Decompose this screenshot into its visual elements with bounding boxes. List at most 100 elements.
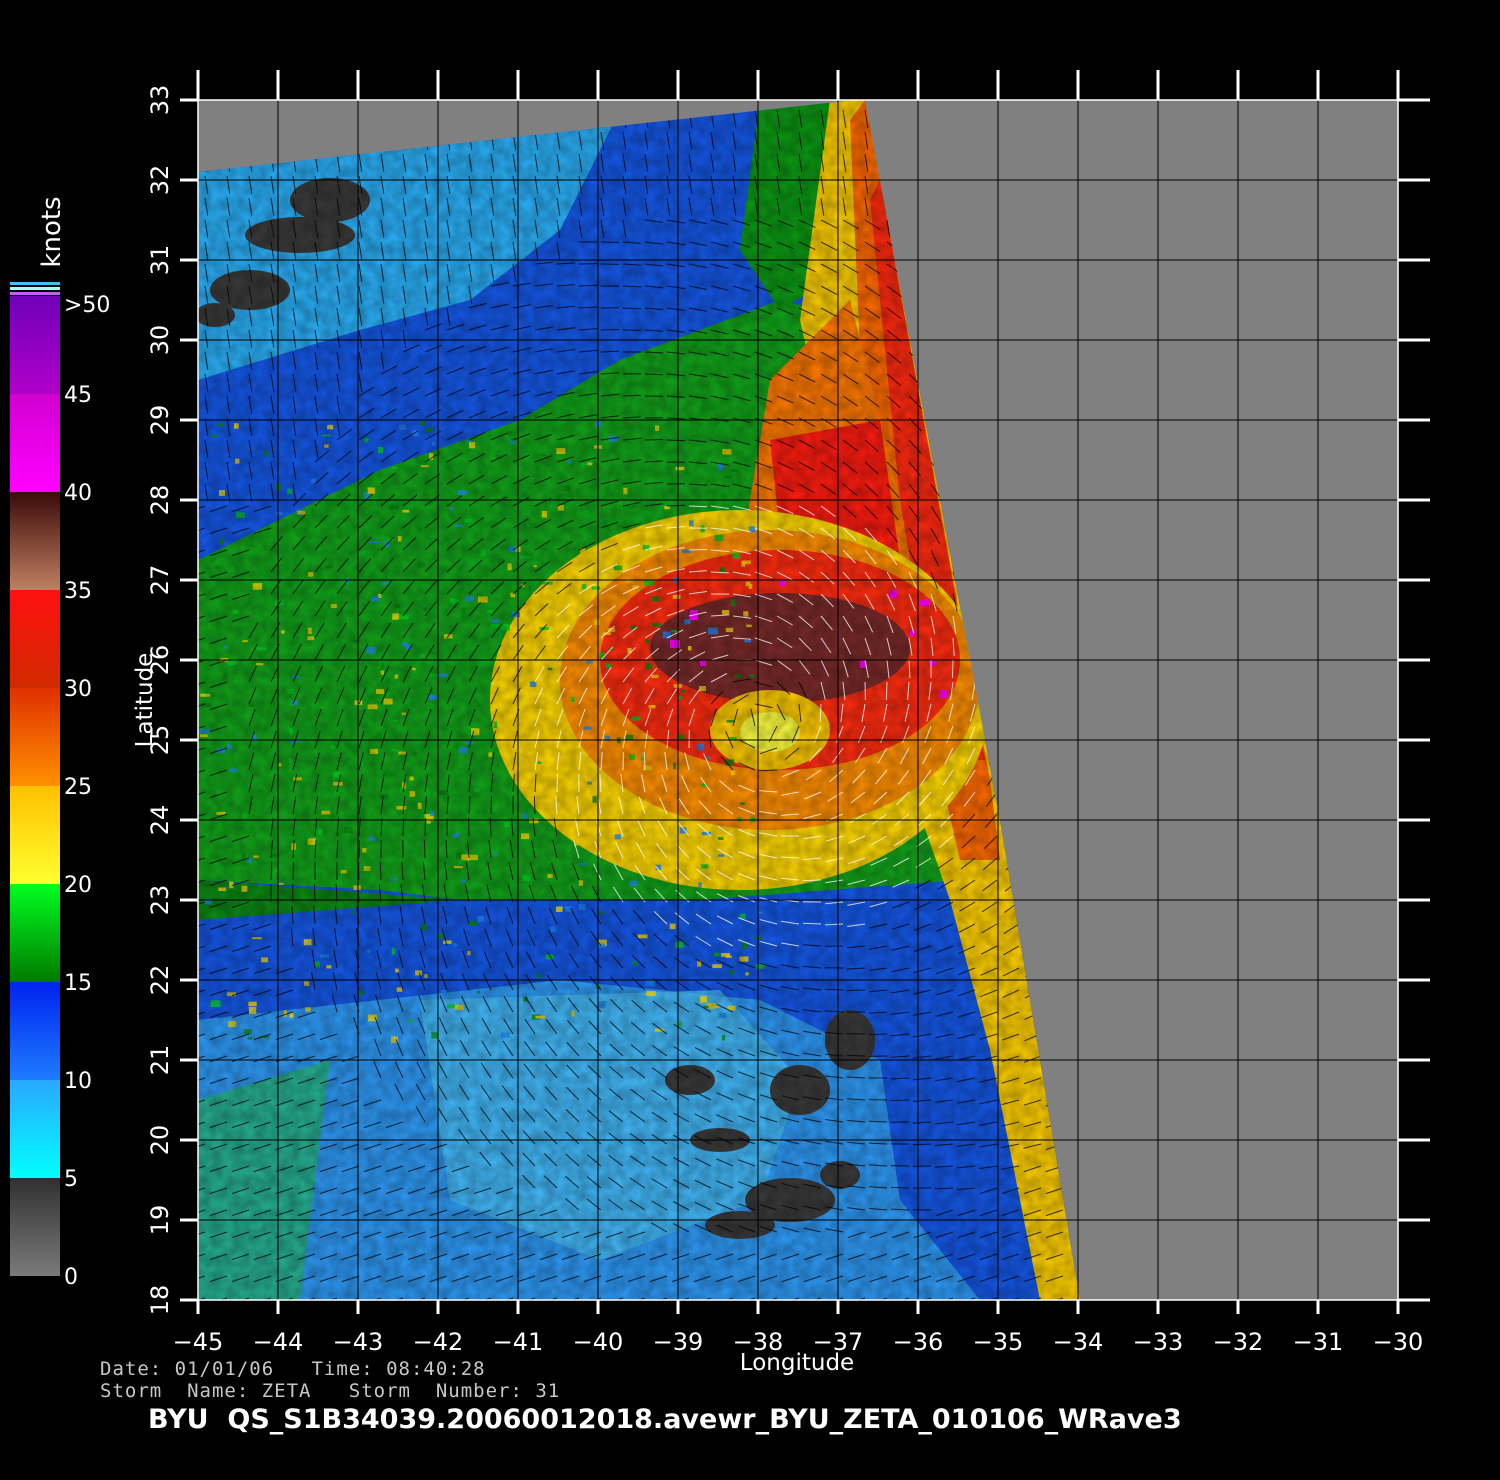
- wind-vector: [979, 1121, 998, 1126]
- wind-vector: [732, 461, 751, 467]
- wind-vector: [297, 1297, 316, 1300]
- wind-vector: [446, 388, 464, 397]
- y-axis-label: Latitude: [132, 653, 158, 748]
- wind-vector: [694, 1069, 712, 1079]
- wind-vector: [716, 1026, 734, 1035]
- wind-vector: [438, 1017, 448, 1035]
- wind-vector: [556, 645, 569, 661]
- wind-vector: [695, 980, 712, 991]
- wind-vector: [776, 109, 781, 128]
- wind-vector: [651, 1067, 668, 1079]
- lat-tick-label: 19: [146, 1205, 174, 1236]
- wind-vector: [495, 1231, 514, 1239]
- wind-vector: [402, 307, 407, 326]
- wind-vector: [231, 835, 250, 843]
- wind-vector: [892, 857, 910, 868]
- wind-vector: [512, 602, 526, 617]
- wind-vector: [666, 351, 685, 355]
- wind-vector: [336, 241, 341, 260]
- wind-vector: [424, 473, 441, 485]
- wind-vector: [732, 263, 751, 270]
- lat-tick-label: 21: [146, 1045, 174, 1076]
- wind-vector: [872, 813, 888, 825]
- wind-vector: [864, 109, 869, 128]
- wind-vector: [908, 527, 920, 544]
- wind-vector: [608, 1088, 624, 1101]
- wind-vector: [578, 478, 597, 485]
- wind-vector: [671, 1253, 690, 1261]
- wind-vector: [869, 879, 888, 887]
- wind-vector: [732, 329, 751, 336]
- wind-vector: [781, 1095, 800, 1101]
- wind-vector: [890, 1077, 910, 1080]
- wind-vector: [490, 517, 507, 529]
- wind-vector: [886, 219, 891, 238]
- wind-vector: [600, 241, 620, 244]
- wind-vector: [644, 307, 663, 310]
- wind-vector: [798, 197, 803, 216]
- wind-vector: [688, 219, 707, 225]
- wind-vector: [534, 455, 553, 463]
- wind-vector: [275, 1011, 294, 1019]
- wind-vector: [738, 939, 756, 947]
- wind-vector: [891, 1055, 910, 1058]
- wind-vector: [484, 928, 492, 947]
- wind-vector: [935, 1253, 954, 1261]
- wind-vector: [495, 1275, 514, 1283]
- wind-vector: [710, 708, 717, 727]
- wind-vector: [781, 964, 800, 969]
- lat-tick-label: 26: [146, 645, 174, 676]
- wind-vector: [864, 175, 869, 194]
- wind-vector: [869, 1253, 888, 1261]
- wind-vector: [776, 461, 794, 470]
- wind-vector: [957, 1033, 976, 1040]
- wind-vector: [847, 857, 866, 865]
- wind-vector: [716, 1158, 734, 1167]
- wind-vector: [886, 549, 898, 566]
- wind-vector: [781, 942, 800, 947]
- wind-vector: [578, 604, 594, 617]
- wind-vector: [600, 153, 605, 172]
- wind-vector: [798, 395, 816, 405]
- wind-vector: [732, 285, 751, 292]
- wind-vector: [446, 516, 462, 529]
- wind-vector: [292, 197, 297, 216]
- wind-vector: [402, 285, 407, 304]
- wind-vector: [644, 373, 664, 376]
- wind-vector: [803, 1052, 822, 1057]
- wind-vector: [957, 1011, 976, 1018]
- wind-vector: [716, 1070, 734, 1079]
- wind-vector: [275, 1187, 294, 1195]
- wind-vector: [716, 1202, 734, 1211]
- wind-vector: [534, 175, 539, 194]
- wind-vector: [980, 945, 998, 955]
- wind-vector: [758, 769, 778, 772]
- wind-vector: [314, 557, 327, 573]
- wind-vector: [424, 219, 429, 238]
- wind-vector: [566, 1064, 580, 1079]
- wind-vector: [738, 873, 756, 881]
- wind-vector: [610, 954, 624, 969]
- wind-vector: [864, 439, 879, 453]
- wind-vector: [552, 840, 558, 859]
- wind-vector: [275, 1209, 294, 1217]
- wind-vector: [1001, 1099, 1020, 1106]
- wind-vector: [912, 1143, 932, 1146]
- wind-vector: [375, 994, 382, 1013]
- wind-vector: [803, 965, 822, 969]
- longitude-tick-labels: −45 −44 −43 −42 −41 −40 −39 −38 −37 −36 −35 −34 −33−…: [173, 1328, 1424, 1356]
- wind-vector: [198, 1143, 206, 1151]
- wind-vector: [248, 197, 253, 216]
- wind-vector: [781, 1253, 800, 1261]
- wind-vector: [539, 1297, 558, 1300]
- wind-vector: [715, 1275, 734, 1283]
- wind-vector: [358, 839, 360, 859]
- wind-vector: [490, 538, 506, 551]
- wind-vector: [231, 857, 250, 865]
- wind-vector: [957, 1143, 976, 1147]
- lon-tick-label: −32: [1213, 1328, 1264, 1356]
- wind-vector: [566, 1086, 580, 1101]
- wind-vector: [798, 263, 816, 273]
- wind-vector: [248, 461, 253, 480]
- lon-tick-label: −40: [573, 1328, 624, 1356]
